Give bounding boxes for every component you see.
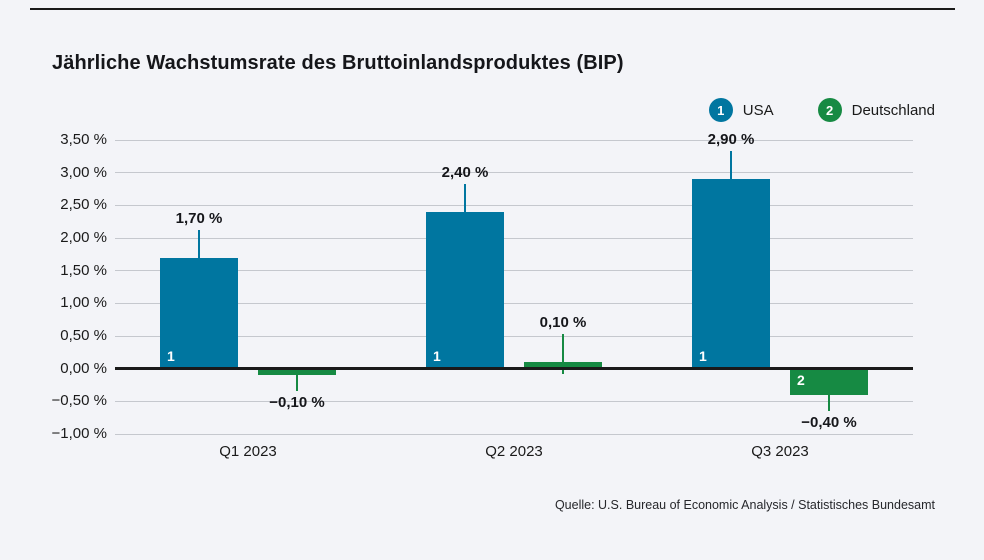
value-callout-line [198, 229, 200, 270]
value-callout-line [464, 183, 466, 224]
bar-value-label: 2,90 % [707, 131, 755, 149]
y-axis-tick-label: 1,50 % [60, 261, 107, 279]
bar-deutschland-q1-2023 [258, 368, 336, 376]
y-axis-tick-label: 1,00 % [60, 294, 107, 312]
bar-value-label: 1,70 % [175, 209, 223, 227]
gridline [115, 335, 913, 337]
legend-marker-deutschland-icon: 2 [817, 98, 842, 122]
x-axis-zero-line [115, 367, 913, 371]
gridline [115, 237, 913, 239]
x-axis-category-label: Q2 2023 [485, 443, 543, 460]
bar-deutschland-q2-2023 [524, 362, 602, 369]
bar-value-label: −0,10 % [269, 394, 325, 412]
gridline [115, 139, 913, 141]
legend-label-deutschland: Deutschland [851, 101, 935, 119]
top-rule [30, 8, 955, 10]
y-axis-tick-label: −1,00 % [51, 425, 107, 442]
gridline [115, 270, 913, 272]
bar-value-label: 0,10 % [539, 314, 587, 332]
bar-value-label: 2,40 % [441, 163, 489, 181]
value-callout-line [730, 151, 732, 192]
legend: 1 USA 2 Deutschland [708, 98, 935, 122]
x-axis-category-label: Q3 2023 [751, 443, 809, 460]
y-axis-tick-label: 3,00 % [60, 163, 107, 181]
legend-marker-usa-icon: 1 [708, 98, 733, 122]
y-axis-tick-label: 2,00 % [60, 229, 107, 246]
value-callout-line [562, 334, 564, 375]
bar-usa-q3-2023: 1 [692, 179, 770, 369]
y-axis-tick-label: 0,00 % [60, 359, 107, 377]
gridline [115, 433, 913, 435]
gridline [115, 172, 913, 174]
x-axis-category-label: Q1 2023 [219, 443, 277, 460]
y-axis-tick-label: 2,50 % [60, 196, 107, 214]
y-axis-tick-label: 0,50 % [60, 327, 107, 344]
gridline [115, 400, 913, 402]
bar-value-label: −0,40 % [801, 413, 857, 431]
gridline [115, 204, 913, 206]
y-axis-tick-label: 3,50 % [60, 131, 107, 148]
plot-area: 3,50 % 3,00 % 2,50 % 2,00 % 1,50 % 1,00 % 0,50… [52, 131, 913, 460]
bar-series-index: 1 [433, 347, 441, 364]
bar-series-index: 1 [167, 347, 175, 364]
value-callout-line [296, 369, 298, 392]
legend-item-deutschland: 2 Deutschland [817, 98, 935, 122]
legend-item-usa: 1 USA [708, 98, 774, 122]
bar-usa-q2-2023: 1 [426, 211, 504, 369]
bar-series-index: 2 [797, 371, 805, 388]
bar-usa-q1-2023: 1 [160, 257, 238, 369]
source-note: Quelle: U.S. Bureau of Economic Analysis… [554, 498, 935, 512]
y-axis-tick-label: −0,50 % [51, 392, 107, 410]
bar-deutschland-q3-2023: 2 [790, 368, 868, 395]
gridline [115, 302, 913, 304]
legend-label-usa: USA [742, 101, 774, 119]
value-callout-line [828, 388, 830, 411]
bar-series-index: 1 [699, 347, 707, 364]
page-title: Jährliche Wachstumsrate des Bruttoinland… [52, 52, 624, 74]
